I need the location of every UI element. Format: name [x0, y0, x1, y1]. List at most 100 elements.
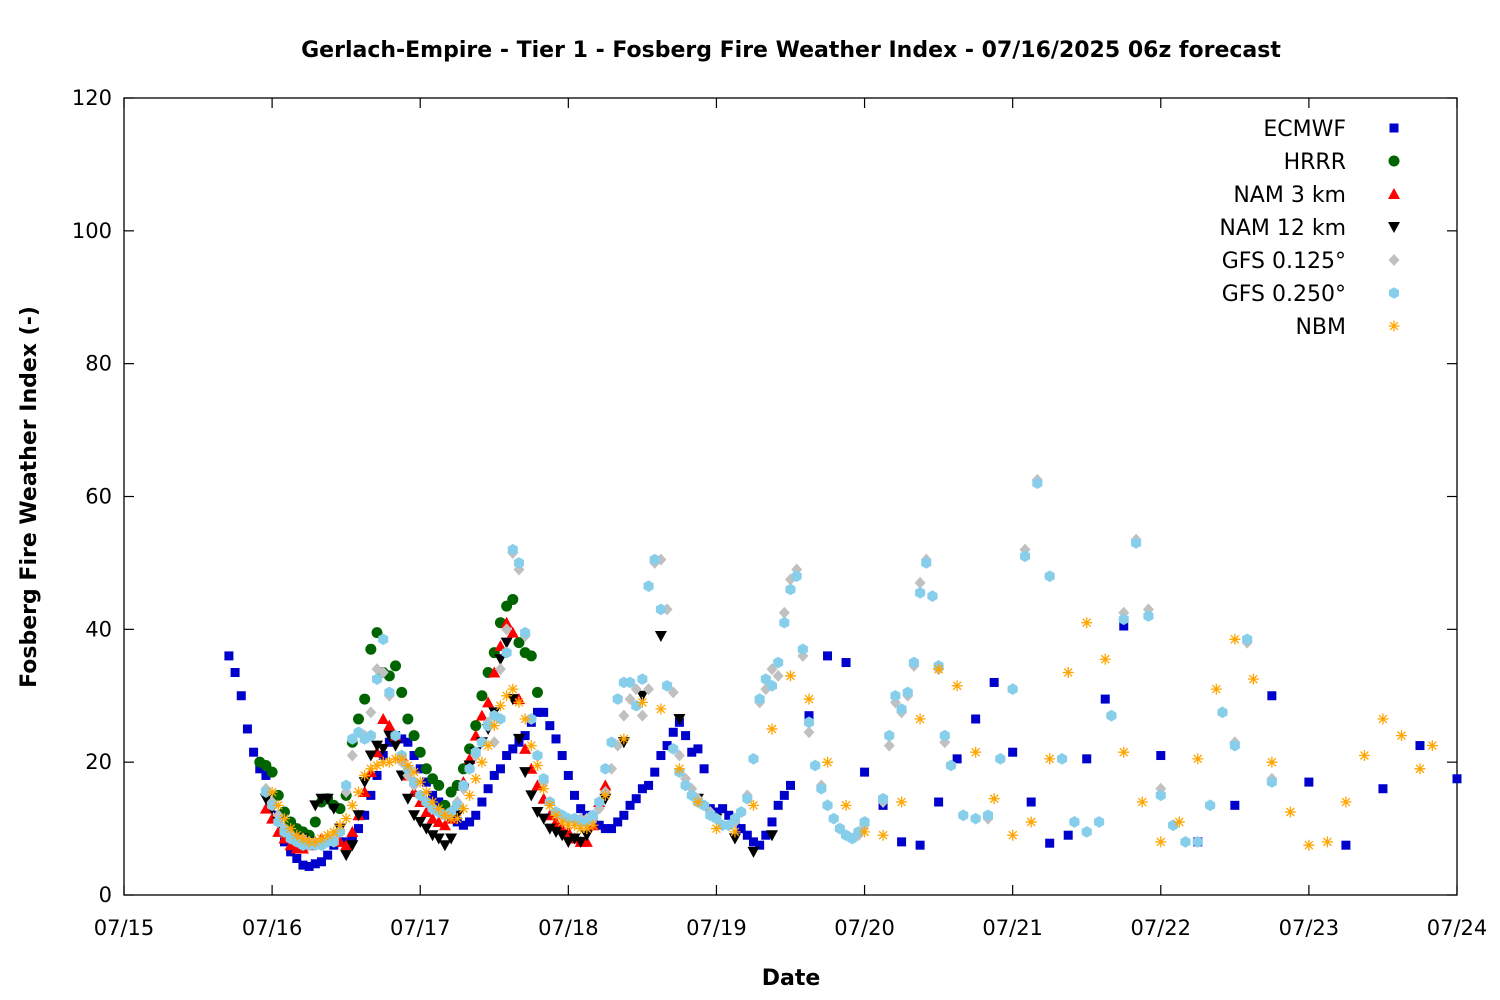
point-ecmwf [1119, 621, 1129, 631]
point-hrrr [470, 720, 482, 732]
point-ecmwf [316, 857, 326, 867]
legend-label-hrrr: HRRR [1284, 150, 1346, 175]
point-ecmwf [952, 754, 962, 764]
point-ecmwf [1082, 754, 1092, 764]
point-nbm [803, 693, 815, 705]
data-points [224, 473, 1462, 871]
point-nbm [538, 783, 550, 795]
point-nbm [396, 753, 408, 765]
point-gfs-0-250 [1143, 610, 1154, 622]
point-ecmwf [495, 764, 505, 774]
point-gfs-0-250 [378, 633, 389, 646]
point-gfs-0-250 [816, 782, 827, 795]
point-gfs-0-250 [384, 686, 395, 699]
point-nam-12-km [636, 690, 649, 702]
legend-marker-gfs-0-250 [1388, 287, 1400, 299]
point-nam-3-km [420, 805, 433, 817]
series-nbm [266, 617, 1438, 851]
point-ecmwf [1230, 800, 1240, 810]
point-nbm [439, 809, 451, 821]
point-gfs-0-125 [501, 623, 513, 636]
point-nam-3-km [519, 742, 532, 754]
point-nbm [1081, 617, 1093, 629]
point-nbm [1321, 836, 1333, 848]
point-ecmwf [557, 751, 567, 761]
point-gfs-0-125 [772, 669, 784, 682]
point-gfs-0-250 [1007, 683, 1018, 695]
point-ecmwf [384, 737, 394, 747]
point-ecmwf [409, 751, 419, 761]
y-tick-label: 40 [85, 617, 112, 641]
point-ecmwf [619, 810, 629, 820]
point-ecmwf [711, 807, 721, 817]
point-gfs-0-250 [1205, 799, 1216, 812]
point-nam-12-km [525, 790, 538, 802]
point-nbm [470, 773, 482, 785]
point-ecmwf [477, 797, 487, 807]
point-nam-3-km [494, 639, 507, 651]
point-nbm [513, 696, 525, 708]
point-ecmwf [520, 731, 530, 741]
point-gfs-0-250 [995, 753, 1006, 765]
point-nam-3-km [426, 812, 439, 824]
legend-label-gfs-0-250: GFS 0.250° [1222, 282, 1346, 307]
point-ecmwf [687, 747, 697, 757]
legend-marker-ecmwf [1389, 123, 1399, 133]
point-nbm [785, 670, 796, 682]
point-gfs-0-250 [520, 626, 531, 639]
point-gfs-0-125 [365, 706, 377, 719]
point-gfs-0-250 [588, 809, 599, 822]
point-nbm [1229, 633, 1241, 645]
point-nam-12-km [494, 654, 507, 666]
point-gfs-0-250 [606, 736, 617, 749]
point-gfs-0-250 [1106, 709, 1117, 722]
x-tick-label: 07/20 [834, 916, 895, 940]
point-ecmwf [613, 817, 623, 827]
point-nbm [328, 826, 340, 838]
point-nam-12-km [506, 694, 519, 706]
point-nbm [840, 799, 852, 811]
point-ecmwf [748, 837, 758, 847]
point-gfs-0-250 [982, 809, 993, 822]
point-gfs-0-250 [939, 729, 950, 742]
point-nbm [519, 713, 531, 725]
point-gfs-0-250 [754, 693, 765, 705]
point-ecmwf [755, 840, 765, 850]
chart-title: Gerlach-Empire - Tier 1 - Fosberg Fire W… [301, 38, 1281, 63]
point-nam-12-km [340, 850, 353, 862]
point-gfs-0-250 [1242, 633, 1253, 646]
point-hrrr [420, 763, 432, 775]
point-gfs-0-250 [458, 779, 469, 792]
point-gfs-0-250 [612, 693, 623, 705]
point-nam-3-km [506, 626, 519, 638]
point-nam-12-km [346, 840, 359, 852]
y-tick-label: 80 [85, 352, 112, 376]
point-nbm [587, 819, 599, 831]
point-nam-3-km [346, 825, 359, 837]
point-nam-12-km [765, 830, 778, 842]
x-tick-label: 07/17 [390, 916, 451, 940]
point-ecmwf [489, 770, 499, 780]
point-ecmwf [576, 804, 586, 814]
x-tick-label: 07/22 [1131, 916, 1192, 940]
point-ecmwf [989, 677, 999, 687]
point-ecmwf [458, 820, 468, 830]
point-nbm [457, 803, 469, 815]
point-nam-3-km [488, 666, 501, 678]
point-gfs-0-250 [625, 676, 636, 689]
point-nam-3-km [580, 835, 593, 847]
point-nam-12-km [728, 833, 741, 845]
x-tick-label: 07/24 [1427, 916, 1488, 940]
point-ecmwf [1341, 840, 1351, 850]
point-gfs-0-250 [372, 673, 383, 685]
point-gfs-0-250 [507, 543, 518, 556]
point-hrrr [476, 690, 488, 702]
point-nbm [599, 789, 611, 801]
point-gfs-0-125 [618, 709, 630, 722]
point-nbm [581, 823, 593, 835]
point-hrrr [525, 650, 537, 662]
point-nbm [1247, 673, 1259, 685]
point-gfs-0-250 [834, 822, 845, 835]
point-nbm [303, 836, 315, 848]
